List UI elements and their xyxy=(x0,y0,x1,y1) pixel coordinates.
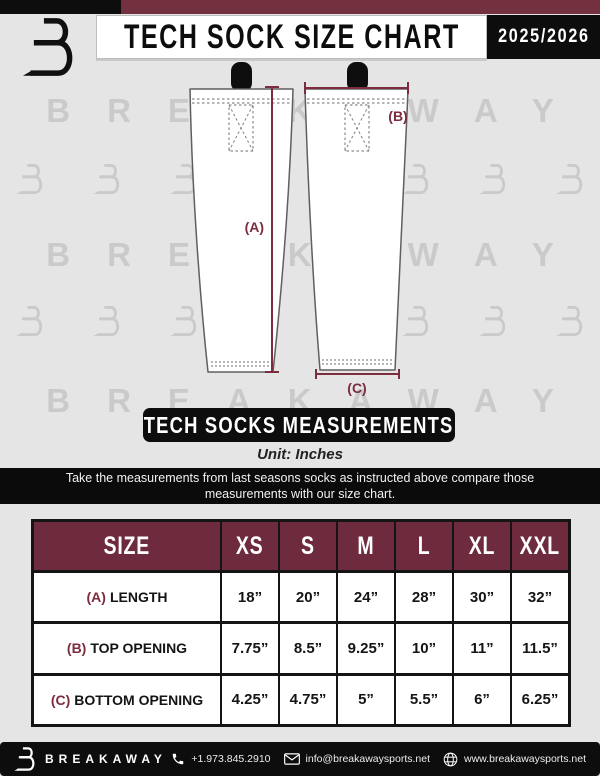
footer-bar: BREAKAWAY +1.973.845.2910 info@breakaway… xyxy=(0,742,600,776)
measurement-line-b xyxy=(304,82,409,94)
column-header-size: SIZE xyxy=(34,522,220,570)
length-value-s: 20” xyxy=(280,573,336,622)
size-table: SIZE XS S M L XL XXL (A) LENGTH 18” 20” … xyxy=(31,519,571,727)
footer-contacts: +1.973.845.2910 info@breakawaysports.net xyxy=(171,752,586,767)
phone-icon xyxy=(173,753,184,765)
bottom-opening-value-m: 5” xyxy=(338,675,394,724)
brand-name: BREAKAWAY xyxy=(45,752,167,766)
top-opening-value-xl: 11” xyxy=(454,624,510,673)
row-label-top-opening: (B) TOP OPENING xyxy=(34,624,220,673)
email-contact: info@breakawaysports.net xyxy=(283,753,431,765)
velcro-cross xyxy=(228,104,254,152)
column-header-xl: XL xyxy=(454,522,510,570)
sock-measurement-diagram: (A) (B) (C) xyxy=(189,62,409,396)
measurement-label-b: (B) xyxy=(388,108,407,124)
velcro-patch xyxy=(344,104,370,152)
sock-diagram-section: BREAKAWAY BREAKAWAY BREAKAWAY xyxy=(0,62,600,455)
watermark-text: BREAKAWAY xyxy=(0,94,600,127)
top-opening-value-s: 8.5” xyxy=(280,624,336,673)
row-label-bottom-opening: (C) BOTTOM OPENING xyxy=(34,675,220,724)
bottom-opening-value-l: 5.5” xyxy=(396,675,452,724)
column-header-xxl: XXL xyxy=(512,522,568,570)
length-value-l: 28” xyxy=(396,573,452,622)
measurement-label-a: (A) xyxy=(245,219,264,235)
phone-contact: +1.973.845.2910 xyxy=(171,752,271,766)
footer-brand: BREAKAWAY xyxy=(14,746,167,772)
velcro-patch xyxy=(228,104,254,152)
bottom-opening-value-xs: 4.25” xyxy=(222,675,278,724)
column-header-s: S xyxy=(280,522,336,570)
instruction-line: Take the measurements from last seasons … xyxy=(65,470,535,485)
length-value-xs: 18” xyxy=(222,573,278,622)
measurements-banner: TECH SOCKS MEASUREMENTS xyxy=(143,408,455,442)
page-title: TECH SOCK SIZE CHART xyxy=(123,17,460,56)
top-opening-value-xxl: 11.5” xyxy=(512,624,568,673)
measurement-line-a xyxy=(265,86,279,373)
instruction-bar: Take the measurements from last seasons … xyxy=(0,468,600,504)
sock-hanger-tab xyxy=(347,62,368,92)
watermark-text: BREAKAWAY xyxy=(0,238,600,271)
breakaway-logo-icon xyxy=(14,746,36,772)
bottom-opening-value-xxl: 6.25” xyxy=(512,675,568,724)
email-address: info@breakawaysports.net xyxy=(305,753,431,765)
email-icon xyxy=(283,753,300,765)
website-contact: www.breakawaysports.net xyxy=(443,752,586,767)
sock-back-outline xyxy=(304,88,409,371)
bottom-opening-value-s: 4.75” xyxy=(280,675,336,724)
length-value-xxl: 32” xyxy=(512,573,568,622)
column-header-m: M xyxy=(338,522,394,570)
top-opening-value-l: 10” xyxy=(396,624,452,673)
column-header-l: L xyxy=(396,522,452,570)
top-opening-value-xs: 7.75” xyxy=(222,624,278,673)
unit-label: Unit: Inches xyxy=(257,446,343,463)
row-label-length: (A) LENGTH xyxy=(34,573,220,622)
measurement-label-c: (C) xyxy=(347,380,366,396)
sock-hanger-tab xyxy=(231,62,252,92)
website-url: www.breakawaysports.net xyxy=(464,753,586,765)
sock-front-outline xyxy=(189,88,294,373)
column-header-xs: XS xyxy=(222,522,278,570)
top-accent-strip-black xyxy=(0,0,121,14)
top-opening-value-m: 9.25” xyxy=(338,624,394,673)
globe-icon xyxy=(443,752,458,766)
velcro-cross xyxy=(344,104,370,152)
title-box: TECH SOCK SIZE CHART xyxy=(96,15,487,59)
instruction-line: measurements with our size chart. xyxy=(204,487,396,501)
season-badge: 2025/2026 xyxy=(487,15,600,59)
measurements-banner-title: TECH SOCKS MEASUREMENTS xyxy=(144,411,454,438)
season-label: 2025/2026 xyxy=(497,26,590,47)
measurement-line-c xyxy=(315,369,400,379)
phone-number: +1.973.845.2910 xyxy=(191,753,271,765)
length-value-xl: 30” xyxy=(454,573,510,622)
top-accent-strip xyxy=(0,0,600,14)
length-value-m: 24” xyxy=(338,573,394,622)
bottom-opening-value-xl: 6” xyxy=(454,675,510,724)
